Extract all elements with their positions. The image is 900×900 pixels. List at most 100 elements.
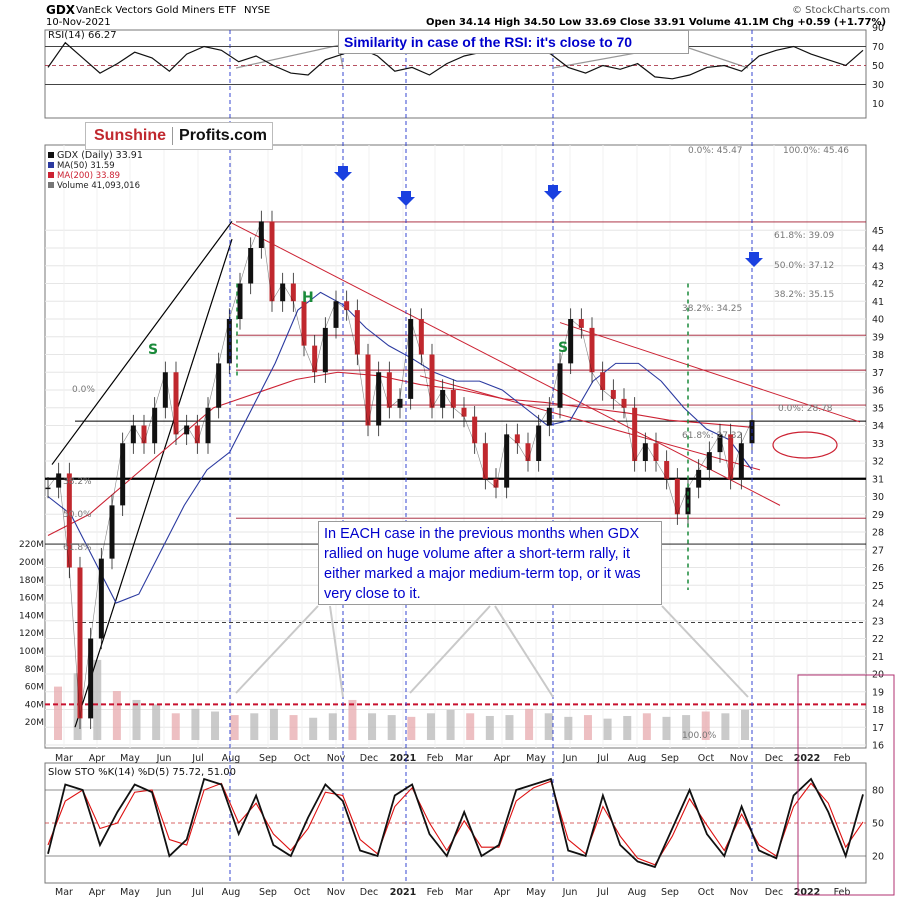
rsi-y-tick: 30: [872, 80, 884, 91]
callout-pointer: [409, 605, 491, 694]
price-candle: [216, 363, 222, 408]
price-y-tick: 23: [872, 616, 884, 627]
chart-annotation: 50.0%: 37.12: [774, 261, 834, 271]
price-candle: [205, 407, 211, 444]
sunshine-profits-logo: Sunshine Profits.com: [85, 122, 273, 150]
x-tick-sto: Oct: [294, 887, 311, 898]
volume-bar: [348, 699, 357, 740]
x-tick-price: Sep: [259, 753, 277, 764]
x-tick-sto: Sep: [259, 887, 277, 898]
x-tick-price: Dec: [765, 753, 783, 764]
volume-bar: [328, 713, 337, 740]
rsi-callout-pointer: [679, 44, 749, 69]
price-candle: [589, 327, 595, 373]
x-tick-sto: Jul: [596, 887, 608, 898]
price-y-tick: 26: [872, 563, 884, 574]
price-candle: [152, 407, 158, 444]
target-ellipse: [772, 431, 838, 459]
x-tick-sto: May: [120, 887, 140, 898]
x-tick-sto: 2021: [390, 887, 416, 898]
price-y-tick: 22: [872, 634, 884, 645]
price-candle: [162, 372, 168, 408]
price-candle: [56, 473, 62, 488]
price-candle: [642, 443, 648, 461]
legend-entry: MA(50) 31.59: [57, 161, 115, 171]
price-candle: [536, 425, 542, 461]
volume-bar: [682, 715, 691, 740]
sto-y-tick: 20: [872, 852, 884, 863]
x-tick-sto: Mar: [455, 887, 473, 898]
price-candle: [525, 443, 531, 461]
chart-annotation: 38.2%: [63, 477, 92, 487]
volume-bar: [701, 711, 710, 740]
price-candle: [88, 638, 94, 719]
volume-bar: [426, 713, 435, 740]
price-candle: [717, 434, 723, 453]
price-candle: [514, 434, 520, 444]
price-candle: [568, 319, 574, 364]
volume-bar: [544, 713, 553, 740]
price-y-tick: 42: [872, 279, 884, 290]
x-tick-price: Mar: [455, 753, 473, 764]
price-y-tick: 34: [872, 421, 884, 432]
x-tick-sto: Oct: [698, 887, 715, 898]
legend-swatch: [48, 162, 54, 168]
price-y-tick: 21: [872, 652, 884, 663]
price-y-tick: 24: [872, 599, 884, 610]
chart-annotation: 61.8%: 27.32: [682, 431, 742, 441]
volume-bar: [191, 708, 200, 740]
logo-part2: Profits.com: [179, 127, 268, 144]
x-tick-price: Jun: [562, 753, 578, 764]
price-candle: [322, 327, 328, 373]
volume-bar: [93, 659, 102, 740]
price-candle: [461, 407, 467, 417]
x-tick-sto: Feb: [427, 887, 444, 898]
price-y-tick: 41: [872, 297, 884, 308]
channel-line: [51, 221, 233, 465]
sto-k-line: [47, 777, 864, 869]
price-y-tick: 36: [872, 386, 884, 397]
x-tick-sto: Jun: [156, 887, 172, 898]
volume-bar: [505, 715, 514, 740]
x-tick-price: Aug: [222, 753, 241, 764]
volume-bar: [721, 713, 730, 740]
chart-annotation: H: [302, 290, 314, 306]
sto-y-tick: 80: [872, 786, 884, 797]
blue-arrow-marker: [745, 252, 763, 267]
price-candle: [450, 390, 456, 408]
chart-annotation: 38.2%: 34.25: [682, 304, 742, 314]
volume-y-tick: 120M: [19, 629, 44, 639]
volume-bar: [269, 708, 278, 740]
header-name: VanEck Vectors Gold Miners ETF: [76, 5, 237, 16]
x-tick-sto: May: [526, 887, 546, 898]
header-ohlc: Open 34.14 High 34.50 Low 33.69 Close 33…: [426, 17, 887, 28]
upper-trend-line: [559, 322, 861, 423]
price-y-tick: 31: [872, 474, 884, 485]
volume-bar: [112, 691, 121, 740]
chart-annotation: S: [558, 340, 568, 356]
price-y-tick: 33: [872, 439, 884, 450]
price-candle: [738, 443, 744, 479]
x-tick-sto: Apr: [89, 887, 106, 898]
price-candle: [301, 301, 307, 346]
price-candle: [386, 372, 392, 408]
price-y-tick: 17: [872, 723, 884, 734]
price-candle: [418, 319, 424, 355]
header-exchange: NYSE: [244, 5, 271, 16]
lower-trend-line: [419, 375, 761, 471]
price-y-tick: 32: [872, 457, 884, 468]
price-candle: [632, 407, 638, 461]
x-tick-price: Dec: [360, 753, 378, 764]
price-candle: [120, 443, 126, 506]
x-tick-sto: Apr: [494, 887, 511, 898]
price-candle: [674, 478, 680, 515]
volume-bar: [446, 709, 455, 740]
volume-bar: [289, 715, 298, 740]
x-tick-price: Jul: [191, 753, 203, 764]
volume-y-tick: 160M: [19, 594, 44, 604]
chart-annotation: 0.0%: [72, 385, 95, 395]
legend-swatch: [48, 172, 54, 178]
volume-y-tick: 60M: [25, 683, 44, 693]
volume-bar: [368, 713, 377, 740]
volume-bar: [211, 711, 220, 740]
